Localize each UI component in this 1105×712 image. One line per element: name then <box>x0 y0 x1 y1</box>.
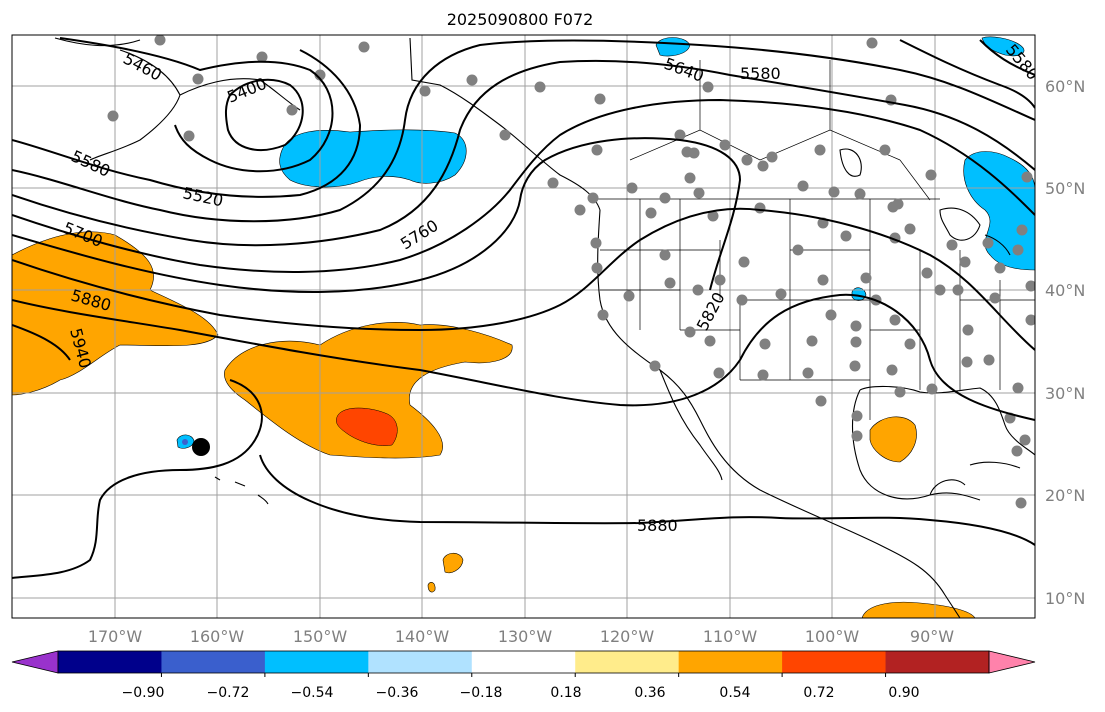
cb-label-1: −0.72 <box>207 685 250 701</box>
contour-5940 <box>12 324 71 361</box>
coast-mexico-gulf <box>851 389 981 501</box>
anomaly-region-small-2 <box>427 581 436 593</box>
cb-label-2: −0.54 <box>291 685 334 701</box>
anomaly-region-northeast <box>963 151 1035 271</box>
colorbar-segment <box>264 651 369 673</box>
colorbar-segment <box>471 651 576 673</box>
lat-label-30n: 30°N <box>1045 384 1085 403</box>
coast-west-us <box>597 209 961 618</box>
political-boundaries <box>598 60 1035 420</box>
station-dots <box>107 35 1035 509</box>
cb-label-0: −0.90 <box>122 685 165 701</box>
map-title: 2025090800 F072 <box>446 10 594 29</box>
lat-label-10n: 10°N <box>1045 589 1085 608</box>
coast-alaska-panhandle <box>409 37 601 211</box>
lat-label-60n: 60°N <box>1045 77 1085 96</box>
contour-5580 <box>12 39 1035 223</box>
map-frame <box>11 34 1036 619</box>
contour-5760 <box>12 137 742 293</box>
latitude-labels: 60°N 50°N 40°N 30°N 20°N 10°N <box>1045 77 1085 608</box>
lat-label-20n: 20°N <box>1045 486 1085 505</box>
cb-label-5: 0.18 <box>550 685 581 701</box>
colorbar-segment <box>575 651 680 673</box>
lon-label-100w: 100°W <box>805 627 860 646</box>
lon-label-160w: 160°W <box>190 627 245 646</box>
lon-label-150w: 150°W <box>293 627 348 646</box>
contour-5460 <box>59 37 334 173</box>
contour-5700 <box>12 98 1035 273</box>
anomaly-region-bottom <box>861 601 976 618</box>
lon-label-130w: 130°W <box>498 627 553 646</box>
great-lakes <box>939 207 1011 256</box>
coast-yucatan <box>929 479 966 496</box>
hudson-bay <box>839 148 862 177</box>
cb-label-6: 0.36 <box>634 685 665 701</box>
colorbar: −0.90 −0.72 −0.54 −0.36 −0.18 0.18 0.36 … <box>11 650 1036 701</box>
strong-positive-anomaly <box>336 407 398 446</box>
colorbar-tick-labels: −0.90 −0.72 −0.54 −0.36 −0.18 0.18 0.36 … <box>122 685 920 701</box>
contour-5700-east <box>979 39 1035 76</box>
lon-label-90w: 90°W <box>910 627 954 646</box>
colorbar-ticks <box>160 673 887 677</box>
contour-5400 <box>224 78 304 151</box>
lon-label-140w: 140°W <box>395 627 450 646</box>
anomaly-region-gulf <box>869 416 917 463</box>
large-station-marker <box>192 438 210 456</box>
anomaly-region-pacific <box>279 129 467 188</box>
cb-label-8: 0.72 <box>803 685 834 701</box>
lat-label-40n: 40°N <box>1045 281 1085 300</box>
contour-5880 <box>12 293 1035 421</box>
longitude-labels: 170°W 160°W 150°W 140°W 130°W 120°W 110°… <box>88 627 954 646</box>
colorbar-segment <box>161 651 266 673</box>
contour-5640 <box>12 59 1035 247</box>
colorbar-segment <box>782 651 887 673</box>
negative-anomaly-regions <box>176 36 1035 449</box>
anomaly-region-small-1 <box>442 552 464 574</box>
contour-5820 <box>12 207 1035 351</box>
lon-label-120w: 120°W <box>600 627 655 646</box>
colorbar-segment <box>368 651 473 673</box>
colorbar-segment <box>885 651 990 673</box>
contour-label-5580-east: 5580 <box>740 64 781 83</box>
colorbar-segments <box>11 650 1036 674</box>
cb-label-4: −0.18 <box>460 685 503 701</box>
colorbar-segment <box>58 651 162 673</box>
colorbar-extend-min <box>11 650 59 674</box>
height-contours <box>12 37 1035 579</box>
colorbar-segment <box>678 651 783 673</box>
lon-label-110w: 110°W <box>703 627 758 646</box>
hawaii-center-dot <box>182 439 188 445</box>
cb-label-7: 0.54 <box>719 685 750 701</box>
lon-label-170w: 170°W <box>88 627 143 646</box>
colorbar-frame <box>57 650 990 674</box>
cb-label-3: −0.36 <box>376 685 419 701</box>
colorbar-extend-max <box>988 650 1036 674</box>
contour-5880-south <box>12 379 1035 579</box>
coast-caribbean <box>969 461 1021 469</box>
hawaii-islands <box>214 476 269 505</box>
lat-label-50n: 50°N <box>1045 179 1085 198</box>
cb-label-9: 0.90 <box>888 685 919 701</box>
coastlines <box>54 37 1035 618</box>
contour-5760-east <box>899 39 1035 109</box>
coast-baja <box>659 369 723 481</box>
contour-5520 <box>12 49 362 198</box>
contour-label-5880-south: 5880 <box>637 516 678 535</box>
